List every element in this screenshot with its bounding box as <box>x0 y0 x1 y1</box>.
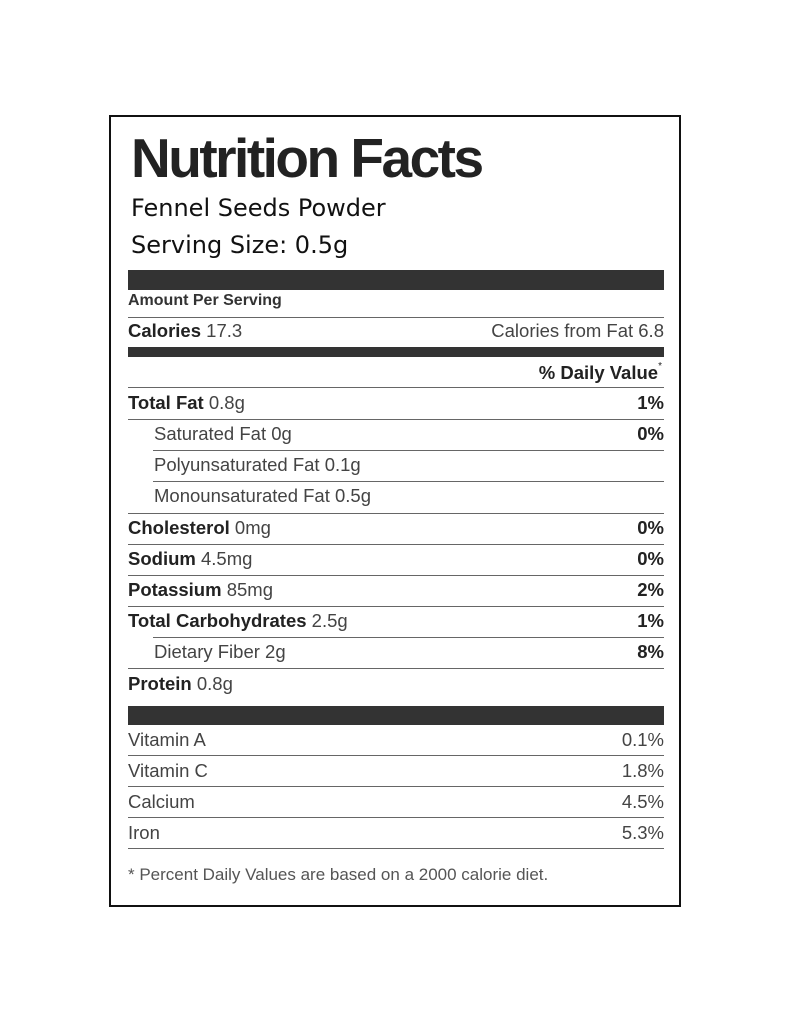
divider <box>128 606 664 607</box>
label-title: Nutrition Facts <box>131 127 484 189</box>
nutrient-name: Protein <box>128 673 192 694</box>
nutrient-percent: 0% <box>637 548 664 569</box>
nutrient-amount: 85mg <box>226 579 273 600</box>
nutrient-row: Polyunsaturated Fat 0.1g <box>154 454 664 476</box>
thick-divider <box>128 706 664 725</box>
daily-value-asterisk: * <box>658 360 662 372</box>
vitamin-row: Vitamin A 0.1% <box>128 729 664 751</box>
divider <box>153 637 664 638</box>
serving-size: Serving Size: 0.5g <box>131 231 349 259</box>
vitamin-name: Vitamin C <box>128 760 208 781</box>
nutrient-amount: 2.5g <box>311 610 348 631</box>
vitamin-percent: 5.3% <box>621 822 664 843</box>
nutrient-percent: 0% <box>637 423 664 444</box>
nutrient-name: Monounsaturated Fat <box>154 485 330 506</box>
nutrient-row: Dietary Fiber 2g 8% <box>154 641 664 663</box>
divider <box>153 481 664 482</box>
daily-value-header: % Daily Value* <box>538 360 662 384</box>
nutrient-row: Cholesterol 0mg 0% <box>128 517 664 539</box>
calories-value: 17.3 <box>206 320 243 341</box>
nutrient-row: Total Carbohydrates 2.5g 1% <box>128 610 664 632</box>
nutrient-amount: 2g <box>265 641 286 662</box>
vitamin-row: Iron 5.3% <box>128 822 664 844</box>
product-name: Fennel Seeds Powder <box>131 194 386 222</box>
thick-divider <box>128 270 664 290</box>
vitamin-row: Calcium 4.5% <box>128 791 664 813</box>
amount-per-serving: Amount Per Serving <box>128 292 282 309</box>
nutrient-row: Sodium 4.5mg 0% <box>128 548 664 570</box>
vitamin-percent: 0.1% <box>621 729 664 750</box>
nutrient-amount: 0mg <box>234 517 271 538</box>
nutrient-name: Potassium <box>128 579 222 600</box>
nutrient-name: Total Carbohydrates <box>128 610 307 631</box>
nutrient-row: Total Fat 0.8g 1% <box>128 392 664 414</box>
nutrient-percent: 2% <box>637 579 664 600</box>
nutrient-amount: 4.5mg <box>200 548 253 569</box>
medium-divider <box>128 347 664 357</box>
footnote: * Percent Daily Values are based on a 20… <box>128 865 549 884</box>
nutrient-name: Dietary Fiber <box>154 641 260 662</box>
nutrient-amount: 0.1g <box>324 454 361 475</box>
nutrient-name: Cholesterol <box>128 517 230 538</box>
divider <box>128 317 664 318</box>
nutrient-row: Potassium 85mg 2% <box>128 579 664 601</box>
nutrient-row: Protein 0.8g <box>128 673 664 695</box>
nutrient-amount: 0.8g <box>196 673 233 694</box>
nutrition-label: Nutrition Facts Fennel Seeds Powder Serv… <box>109 115 681 907</box>
vitamin-percent: 1.8% <box>621 760 664 781</box>
divider <box>153 450 664 451</box>
nutrient-percent: 1% <box>637 392 664 413</box>
daily-value-label: % Daily Value <box>538 362 659 383</box>
nutrient-amount: 0.8g <box>208 392 245 413</box>
nutrient-amount: 0.5g <box>335 485 372 506</box>
nutrient-name: Sodium <box>128 548 196 569</box>
divider <box>128 575 664 576</box>
divider <box>128 387 664 388</box>
vitamin-row: Vitamin C 1.8% <box>128 760 664 782</box>
nutrient-row: Saturated Fat 0g 0% <box>154 423 664 445</box>
nutrient-percent: 8% <box>637 641 664 662</box>
calories-label: Calories <box>128 320 202 341</box>
divider <box>128 817 664 818</box>
nutrient-name: Total Fat <box>128 392 204 413</box>
nutrient-percent: 0% <box>637 517 664 538</box>
vitamin-percent: 4.5% <box>621 791 664 812</box>
nutrient-name: Polyunsaturated Fat <box>154 454 320 475</box>
divider <box>128 668 664 669</box>
divider <box>128 513 664 514</box>
nutrient-name: Saturated Fat <box>154 423 267 444</box>
calories-from-fat: Calories from Fat 6.8 <box>491 320 664 341</box>
vitamin-name: Vitamin A <box>128 729 206 750</box>
divider <box>128 419 664 420</box>
divider <box>128 544 664 545</box>
divider <box>128 786 664 787</box>
nutrient-row: Monounsaturated Fat 0.5g <box>154 485 664 507</box>
calories-row: Calories 17.3 Calories from Fat 6.8 <box>128 320 664 342</box>
vitamin-name: Iron <box>128 822 160 843</box>
divider <box>128 755 664 756</box>
vitamin-name: Calcium <box>128 791 195 812</box>
divider <box>128 848 664 849</box>
nutrient-percent: 1% <box>637 610 664 631</box>
nutrient-amount: 0g <box>271 423 292 444</box>
